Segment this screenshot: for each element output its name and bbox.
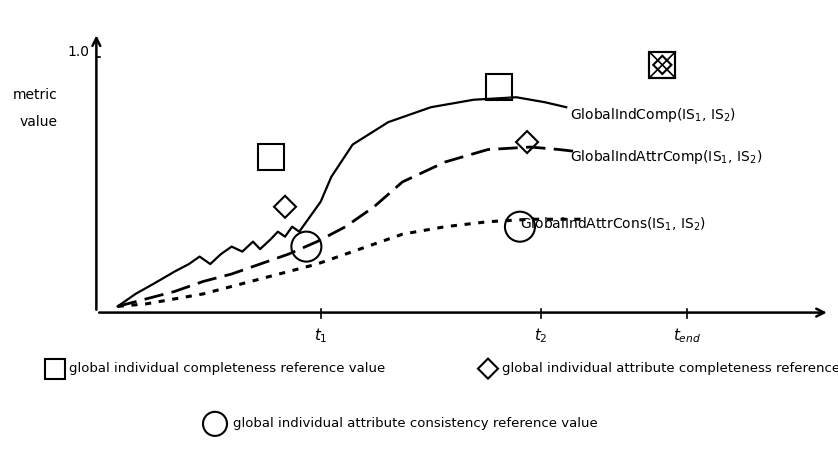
Text: GlobalIndAttrComp(IS$_1$, IS$_2$): GlobalIndAttrComp(IS$_1$, IS$_2$): [570, 148, 762, 166]
Polygon shape: [649, 52, 675, 78]
Text: $t_1$: $t_1$: [313, 326, 328, 345]
Text: global individual completeness reference value: global individual completeness reference…: [69, 362, 385, 375]
Text: $t_{end}$: $t_{end}$: [673, 326, 701, 345]
Text: 1.0: 1.0: [67, 45, 90, 59]
Text: metric: metric: [13, 88, 57, 102]
Text: GlobalIndComp(IS$_1$, IS$_2$): GlobalIndComp(IS$_1$, IS$_2$): [570, 106, 736, 123]
Text: value: value: [19, 115, 57, 129]
Text: global individual attribute consistency reference value: global individual attribute consistency …: [233, 417, 597, 431]
Text: $t_2$: $t_2$: [535, 326, 548, 345]
Text: global individual attribute completeness reference value: global individual attribute completeness…: [502, 362, 838, 375]
Text: GlobalIndAttrCons(IS$_1$, IS$_2$): GlobalIndAttrCons(IS$_1$, IS$_2$): [520, 216, 706, 233]
